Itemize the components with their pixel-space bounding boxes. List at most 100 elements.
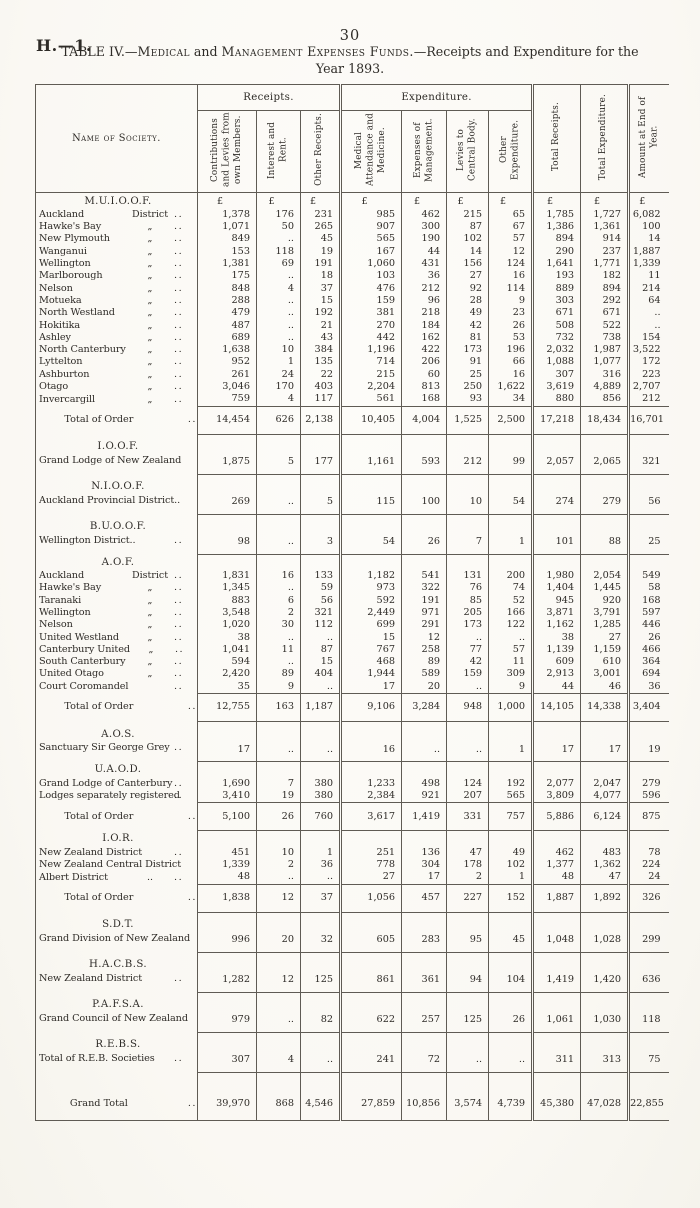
table-header: Name of Society. Receipts. Expenditure. … bbox=[35, 84, 669, 194]
value-cell: 20 bbox=[401, 680, 448, 695]
value-cell: 10 bbox=[256, 846, 301, 859]
value-cell: 589 bbox=[401, 668, 448, 681]
name-grid: Sanctuary Sir George Grey.. bbox=[39, 742, 197, 754]
value-cell: 89 bbox=[401, 656, 448, 669]
dots-leader: .. bbox=[174, 381, 184, 393]
order-title: R.E.B.S. bbox=[95, 1039, 141, 1051]
value-cell: 973 bbox=[340, 582, 403, 595]
empty-cell bbox=[197, 1072, 257, 1089]
value-cell: 168 bbox=[401, 393, 448, 407]
title-part: —Receipts and Expenditure for the bbox=[413, 44, 639, 59]
society-name: New Zealand District bbox=[39, 972, 142, 984]
value-cell: 610 bbox=[580, 656, 631, 669]
total-label-cell: Total of Order.. bbox=[35, 406, 198, 435]
value-cell: 196 bbox=[488, 344, 535, 357]
name-grid: Grand Lodge of Canterbury.. bbox=[39, 778, 197, 790]
name-grid: North Westland „.. bbox=[39, 307, 197, 319]
society-name-cell: Auckland District.. bbox=[35, 570, 198, 583]
total-value-cell: 757 bbox=[488, 802, 535, 832]
value-cell: 880 bbox=[532, 393, 582, 407]
value-cell: 446 bbox=[642, 619, 661, 631]
society-name: New Zealand District bbox=[39, 846, 142, 858]
dots-leader: .. bbox=[174, 619, 184, 631]
society-name: Wellington District.. bbox=[39, 534, 136, 546]
total-value-cell: 3,404 bbox=[628, 693, 669, 723]
total-grid: Total of Order.. bbox=[39, 414, 197, 426]
total-value-cell: 18,434 bbox=[580, 406, 631, 435]
society-name: United Otago bbox=[39, 668, 104, 680]
empty-cell bbox=[401, 554, 448, 571]
column-header-total-receipts: Total Receipts. bbox=[532, 84, 582, 194]
society-name-cell: United Otago „.. bbox=[35, 668, 198, 681]
value-cell: 69 bbox=[256, 258, 301, 271]
value-cell: 1,282 bbox=[197, 952, 257, 993]
value-cell: 154 bbox=[642, 331, 661, 343]
value-cell: 102 bbox=[488, 858, 535, 872]
society-name: Lodges separately registered bbox=[39, 790, 180, 802]
total-value-cell: 5,100 bbox=[197, 802, 257, 832]
value-cell: 112 bbox=[300, 619, 343, 632]
total-grid: Grand Total.. bbox=[39, 1098, 197, 1110]
value-cell: 47 bbox=[446, 846, 490, 859]
value-cell: 54 bbox=[340, 514, 403, 555]
value-cell: 9 bbox=[256, 680, 301, 695]
society-name: South Canterbury bbox=[39, 656, 126, 668]
value-cell: 212 bbox=[446, 434, 490, 475]
total-value-cell: 326 bbox=[628, 884, 669, 913]
ditto-mark: „ bbox=[147, 631, 153, 643]
empty-cell bbox=[197, 554, 257, 571]
value-cell: 85 bbox=[446, 594, 490, 607]
society-row: New Zealand District.. 451 10 1 251 136 47 49 46… bbox=[35, 846, 669, 859]
grand-total-label-cell: Grand Total.. bbox=[35, 1088, 198, 1121]
value-cell: 299 bbox=[628, 912, 669, 953]
value-cell: 1,339 bbox=[197, 858, 257, 872]
title-part: and bbox=[189, 44, 222, 59]
society-name-cell: Invercargill „.. bbox=[35, 393, 198, 407]
value-cell: 1,196 bbox=[340, 344, 403, 357]
empty-cell bbox=[256, 761, 301, 778]
ditto-mark: „ bbox=[147, 270, 153, 282]
section-cell: P.A.F.S.A. Grand Council of New Zealand bbox=[35, 992, 198, 1033]
value-cell: 380 bbox=[300, 777, 343, 790]
empty-cell bbox=[532, 554, 582, 571]
empty-cell bbox=[256, 1072, 301, 1089]
value-cell: 894 bbox=[580, 282, 631, 295]
name-grid: Nelson „.. bbox=[39, 283, 197, 295]
value-cell: 3,046 bbox=[197, 381, 257, 394]
value-cell: 1,445 bbox=[580, 582, 631, 595]
society-row: North Westland „.. 479.. 192 381 218 49 23 671 67… bbox=[35, 307, 669, 320]
total-label: Total of Order bbox=[64, 413, 134, 425]
order-title: P.A.F.S.A. bbox=[92, 999, 144, 1011]
total-grid: Total of Order.. bbox=[39, 811, 197, 823]
value-cell: 88 bbox=[580, 514, 631, 555]
value-cell: 64 bbox=[648, 294, 661, 306]
total-value-cell: 37 bbox=[300, 884, 343, 913]
total-value-cell: 1,419 bbox=[401, 802, 448, 832]
name-grid: Ashburton „.. bbox=[39, 369, 197, 381]
value-cell: 26 bbox=[488, 319, 535, 332]
society-name: Auckland bbox=[39, 570, 85, 582]
value-cell: 1,159 bbox=[580, 643, 631, 657]
dots-leader: .. bbox=[174, 972, 184, 984]
empty-cell bbox=[35, 1072, 198, 1089]
society-name: Grand Council of New Zealand bbox=[39, 1012, 188, 1024]
society-row: South Canterbury „.. 594.. 15 468 89 42 11 609 61… bbox=[35, 656, 669, 669]
value-cell: 4 bbox=[256, 1032, 301, 1073]
value-cell: 9 bbox=[488, 680, 535, 695]
name-grid: South Canterbury „.. bbox=[39, 656, 197, 668]
society-name: Invercargill bbox=[39, 393, 96, 405]
grand-total-value-cell: 10,856 bbox=[401, 1088, 448, 1121]
society-row: Lyttelton „.. 952 1 135 714 206 91 66 1,088 1,077 1… bbox=[35, 356, 669, 369]
currency-symbol-cell: £ bbox=[340, 192, 403, 209]
value-cell: 894 bbox=[532, 233, 582, 246]
total-label-cell: Total of Order.. bbox=[35, 693, 198, 722]
society-name-cell: Lyttelton „.. bbox=[35, 356, 198, 369]
value-cell: 1,404 bbox=[532, 582, 582, 595]
value-cell: 77 bbox=[446, 643, 490, 657]
value-cell: 498 bbox=[401, 777, 448, 790]
column-header-contributions: Contributions and Levies from own Member… bbox=[197, 110, 257, 194]
society-name-cell: New Plymouth „.. bbox=[35, 233, 198, 246]
total-label: Total of Order bbox=[64, 701, 134, 713]
value-cell: 985 bbox=[340, 208, 403, 222]
value-cell: 1,622 bbox=[488, 381, 535, 394]
